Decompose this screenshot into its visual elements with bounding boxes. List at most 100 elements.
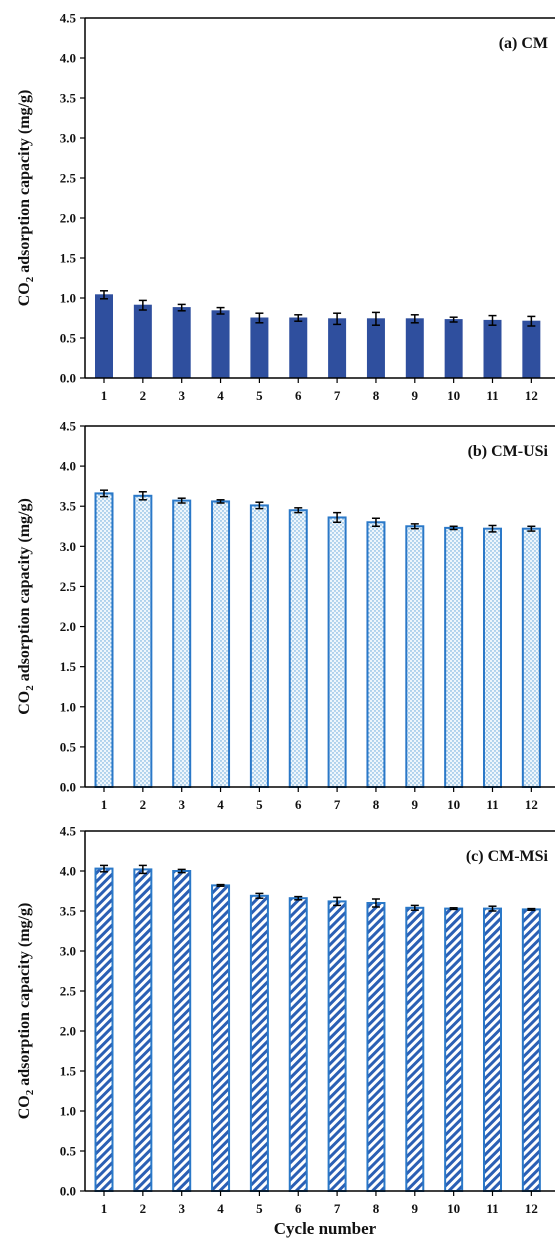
x-tick-label: 5 — [256, 388, 263, 403]
error-bar-cycle-1 — [100, 489, 108, 498]
x-tick-label: 6 — [295, 797, 302, 812]
error-bar-cycle-9 — [410, 904, 419, 911]
panel-label: (a) CM — [499, 35, 548, 52]
y-tick-label: 0.5 — [60, 1144, 77, 1159]
y-tick-label: 3.0 — [60, 539, 76, 554]
bar-cycle-10 — [444, 526, 464, 788]
x-tick-label: 4 — [217, 797, 224, 812]
x-tick-label: 1 — [101, 797, 108, 812]
panel-label: (c) CM-MSi — [466, 848, 549, 865]
error-bar-cycle-8 — [371, 898, 380, 908]
bar-cycle-3 — [172, 870, 192, 1192]
error-bar-cycle-12 — [527, 315, 536, 327]
x-tick-label: 3 — [178, 1201, 185, 1216]
error-bar-cycle-11 — [488, 314, 497, 326]
bar-cycle-11 — [483, 319, 502, 379]
x-tick-label: 3 — [178, 797, 185, 812]
bar-cycle-12 — [522, 320, 541, 379]
x-tick-label: 1 — [101, 1201, 108, 1216]
y-tick-label: 1.5 — [60, 1064, 77, 1079]
error-bar-cycle-7 — [333, 312, 342, 326]
error-bar-cycle-1 — [100, 864, 108, 873]
error-bar-cycle-3 — [177, 868, 186, 874]
x-tick-label: 7 — [334, 797, 341, 812]
y-tick-label: 3.0 — [60, 131, 76, 146]
y-tick-label: 3.5 — [60, 91, 77, 106]
bar-cycle-1 — [94, 867, 114, 1192]
x-tick-label: 2 — [140, 388, 147, 403]
y-tick-label: 2.0 — [60, 211, 76, 226]
error-bar-cycle-3 — [177, 303, 186, 312]
x-tick-label: 10 — [447, 388, 460, 403]
x-tick-label: 9 — [412, 1201, 419, 1216]
error-bar-cycle-10 — [449, 525, 458, 531]
error-bar-cycle-4 — [216, 306, 225, 315]
x-tick-label: 3 — [178, 388, 185, 403]
error-bar-cycle-2 — [138, 864, 147, 875]
bar-cycle-7 — [327, 900, 347, 1193]
bar-cycle-9 — [405, 318, 424, 379]
error-bar-cycle-6 — [294, 895, 303, 901]
error-bar-cycle-6 — [294, 507, 303, 514]
x-tick-label: 9 — [412, 388, 419, 403]
bar-cycle-9 — [405, 525, 425, 788]
chart-panels: 0.00.51.01.52.02.53.03.54.04.51 2 3 4 5 6 7 8 9 1… — [16, 11, 555, 1238]
bar-cycle-3 — [172, 499, 192, 788]
y-tick-label: 4.0 — [60, 51, 76, 66]
y-tick-label: 2.0 — [60, 619, 76, 634]
y-tick-label: 2.0 — [60, 1024, 76, 1039]
bar-cycle-12 — [521, 527, 541, 788]
y-tick-label: 1.5 — [60, 659, 77, 674]
bar-cycle-5 — [249, 504, 269, 788]
panel-label: (b) CM-USi — [468, 443, 549, 460]
error-bar-cycle-5 — [255, 312, 264, 324]
bar-cycle-7 — [327, 516, 347, 788]
bar-cycle-6 — [288, 509, 308, 788]
bar-cycle-8 — [366, 318, 385, 379]
x-tick-label: 8 — [373, 388, 380, 403]
y-axis-label: CO2 adsorption capacity (mg/g) — [16, 903, 36, 1120]
y-tick-label: 1.5 — [60, 251, 77, 266]
bar-cycle-5 — [250, 317, 269, 379]
x-tick-label: 8 — [373, 1201, 380, 1216]
bar-cycle-7 — [328, 318, 347, 379]
y-tick-label: 0.5 — [60, 331, 77, 346]
y-tick-label: 4.5 — [60, 11, 77, 26]
x-tick-label: 2 — [140, 797, 147, 812]
bar-cycle-11 — [483, 527, 502, 788]
bar-cycle-2 — [133, 868, 153, 1193]
error-bar-cycle-5 — [255, 892, 264, 899]
error-bar-cycle-10 — [449, 907, 458, 911]
bar-cycle-6 — [289, 317, 308, 379]
x-tick-label: 11 — [486, 1201, 498, 1216]
x-tick-label: 6 — [295, 1201, 302, 1216]
x-tick-label: 1 — [101, 388, 108, 403]
x-tick-label: 9 — [412, 797, 419, 812]
y-tick-label: 3.5 — [60, 904, 77, 919]
error-bar-cycle-2 — [138, 299, 147, 311]
x-tick-label: 7 — [334, 388, 341, 403]
error-bar-cycle-1 — [100, 290, 108, 300]
y-tick-label: 4.5 — [60, 419, 77, 434]
y-tick-label: 1.0 — [60, 1104, 76, 1119]
chart-panel-3: 0.00.51.01.52.02.53.03.54.04.51 2 3 4 5 6 7 8 9 1… — [16, 824, 555, 1238]
error-bar-cycle-12 — [527, 525, 536, 532]
error-bar-cycle-10 — [449, 316, 458, 323]
error-bar-cycle-4 — [216, 883, 225, 887]
bar-cycle-4 — [211, 310, 230, 379]
error-bar-cycle-6 — [294, 314, 303, 322]
bar-cycle-6 — [288, 897, 308, 1192]
y-tick-label: 3.5 — [60, 499, 77, 514]
y-tick-label: 0.0 — [60, 371, 76, 386]
x-tick-label: 5 — [256, 797, 263, 812]
y-tick-label: 0.0 — [60, 1184, 76, 1199]
error-bar-cycle-12 — [527, 907, 536, 911]
bar-cycle-1 — [94, 492, 114, 788]
bar-cycle-4 — [211, 500, 231, 788]
x-tick-label: 11 — [486, 797, 498, 812]
x-tick-label: 12 — [525, 388, 538, 403]
error-bar-cycle-3 — [177, 497, 186, 504]
error-bar-cycle-11 — [488, 905, 497, 912]
x-tick-label: 6 — [295, 388, 302, 403]
error-bar-cycle-7 — [333, 896, 342, 907]
